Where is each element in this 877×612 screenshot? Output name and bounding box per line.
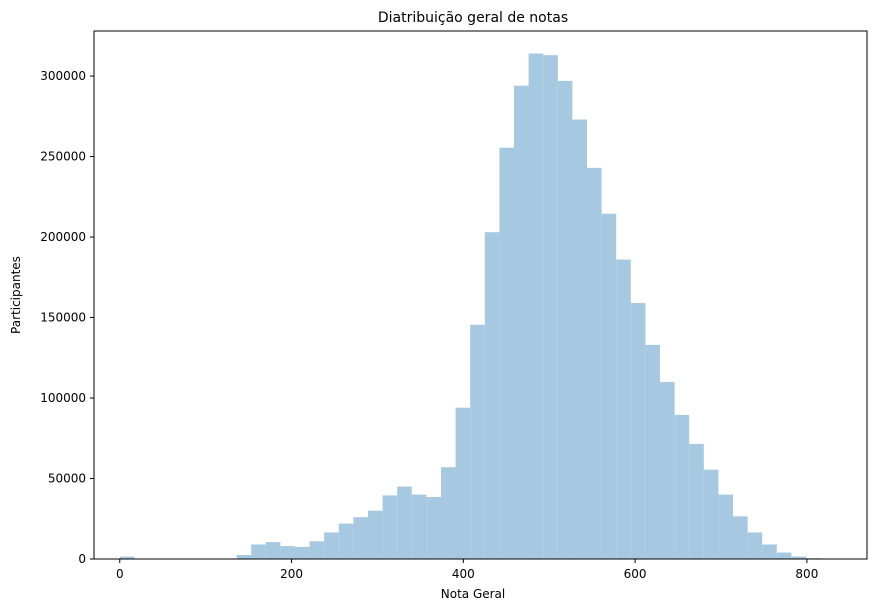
histogram-bar <box>309 541 325 559</box>
histogram-bar <box>514 85 529 559</box>
x-tick-label: 400 <box>452 567 475 581</box>
histogram-bar <box>791 556 807 559</box>
histogram-bar <box>689 443 704 559</box>
histogram-bars <box>119 53 850 560</box>
x-axis-ticks: 0 200 400 600 800 <box>116 559 818 581</box>
histogram-bar <box>543 55 558 560</box>
histogram-bar <box>338 523 354 559</box>
y-tick-label: 250000 <box>40 150 86 164</box>
histogram-bar <box>718 494 734 559</box>
y-tick-label: 100000 <box>40 391 86 405</box>
histogram-bar <box>294 546 310 559</box>
y-tick-label: 200000 <box>40 230 86 244</box>
x-tick-label: 600 <box>624 567 647 581</box>
histogram-bar <box>572 119 587 559</box>
histogram-bar <box>733 516 748 559</box>
histogram-bar <box>397 486 412 559</box>
histogram-bar <box>660 381 675 559</box>
histogram-bar <box>484 232 500 559</box>
histogram-bar <box>119 556 135 559</box>
histogram-bar <box>324 532 339 559</box>
x-axis-label: Nota Geral <box>441 587 506 601</box>
histogram-bar <box>776 552 792 559</box>
y-axis-label: Participantes <box>9 256 23 334</box>
y-tick-label: 300000 <box>40 69 86 83</box>
histogram-bar <box>353 517 368 559</box>
histogram-bar <box>557 80 573 560</box>
y-axis-ticks: 0 50000 100000 150000 200000 250000 300000 <box>40 69 94 566</box>
histogram-bar <box>630 303 646 559</box>
histogram-bar <box>411 494 427 559</box>
y-tick-label: 0 <box>78 552 86 566</box>
histogram-bar <box>587 167 602 559</box>
histogram-bar <box>426 497 441 559</box>
histogram-bar <box>382 495 398 559</box>
y-tick-label: 50000 <box>48 472 86 486</box>
x-tick-label: 200 <box>280 567 303 581</box>
histogram-bar <box>616 259 631 559</box>
histogram-bar <box>265 542 281 559</box>
histogram-bar <box>703 469 719 559</box>
histogram-bar <box>470 324 485 559</box>
plot-frame <box>93 30 868 560</box>
chart-title: Diatribuição geral de notas <box>378 10 568 26</box>
histogram-bar <box>440 467 456 559</box>
histogram-bar <box>280 546 295 559</box>
histogram-bar <box>499 147 514 559</box>
x-tick-label: 0 <box>116 567 124 581</box>
x-tick-label: 800 <box>795 567 818 581</box>
histogram-bar <box>762 544 777 559</box>
histogram-bar <box>645 344 661 559</box>
histogram-bar <box>528 53 544 559</box>
histogram-bar <box>251 544 266 559</box>
histogram-bar <box>747 532 763 559</box>
y-tick-label: 150000 <box>40 311 86 325</box>
histogram-bar <box>674 414 690 559</box>
histogram-bar <box>455 407 471 559</box>
histogram-bar <box>367 510 383 559</box>
histogram-bar <box>601 213 617 559</box>
histogram-bar <box>236 554 252 559</box>
